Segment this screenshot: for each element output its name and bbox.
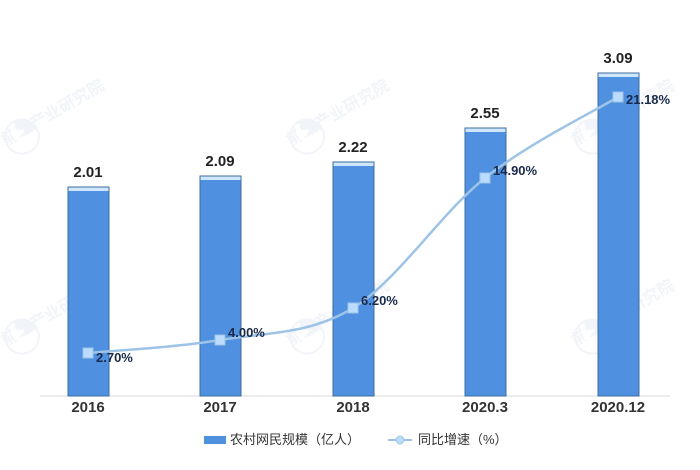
svg-text:2020.3: 2020.3 (462, 399, 508, 416)
svg-text:2.70%: 2.70% (96, 350, 133, 365)
svg-text:6.20%: 6.20% (361, 293, 398, 308)
svg-text:2.01: 2.01 (73, 164, 102, 181)
svg-text:2.22: 2.22 (338, 139, 367, 156)
svg-text:3.09: 3.09 (603, 50, 632, 67)
svg-text:2017: 2017 (203, 399, 236, 416)
svg-text:2.09: 2.09 (205, 153, 234, 170)
svg-text:同比增速（%）: 同比增速（%） (418, 432, 508, 447)
svg-text:2020.12: 2020.12 (591, 399, 645, 416)
svg-text:农村网民规模（亿人）: 农村网民规模（亿人） (230, 432, 360, 447)
svg-text:2.55: 2.55 (470, 105, 499, 122)
svg-text:2016: 2016 (71, 399, 104, 416)
svg-text:2018: 2018 (336, 399, 369, 416)
svg-text:21.18%: 21.18% (626, 92, 671, 107)
svg-text:14.90%: 14.90% (493, 163, 538, 178)
svg-text:4.00%: 4.00% (228, 325, 265, 340)
